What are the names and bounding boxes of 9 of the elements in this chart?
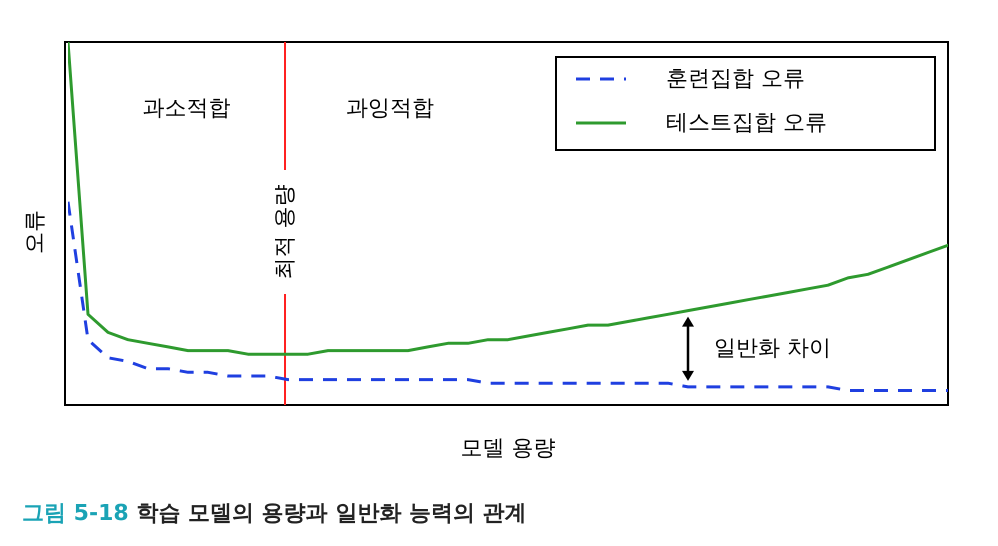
annotation: 일반화 차이 — [714, 336, 831, 362]
y-axis-title: 오류 — [22, 210, 48, 254]
annotation: 과잉적합 — [346, 96, 434, 121]
x-axis-title: 모델 용량 — [460, 436, 556, 461]
annotation: 최적 용량 — [272, 184, 298, 280]
legend-label: 테스트집합 오류 — [666, 110, 827, 136]
annotation: 과소적합 — [142, 96, 231, 121]
legend-label: 훈련집합 오류 — [666, 66, 805, 92]
caption: 그림 5-18 학습 모델의 용량과 일반화 능력의 관계 — [22, 501, 527, 526]
